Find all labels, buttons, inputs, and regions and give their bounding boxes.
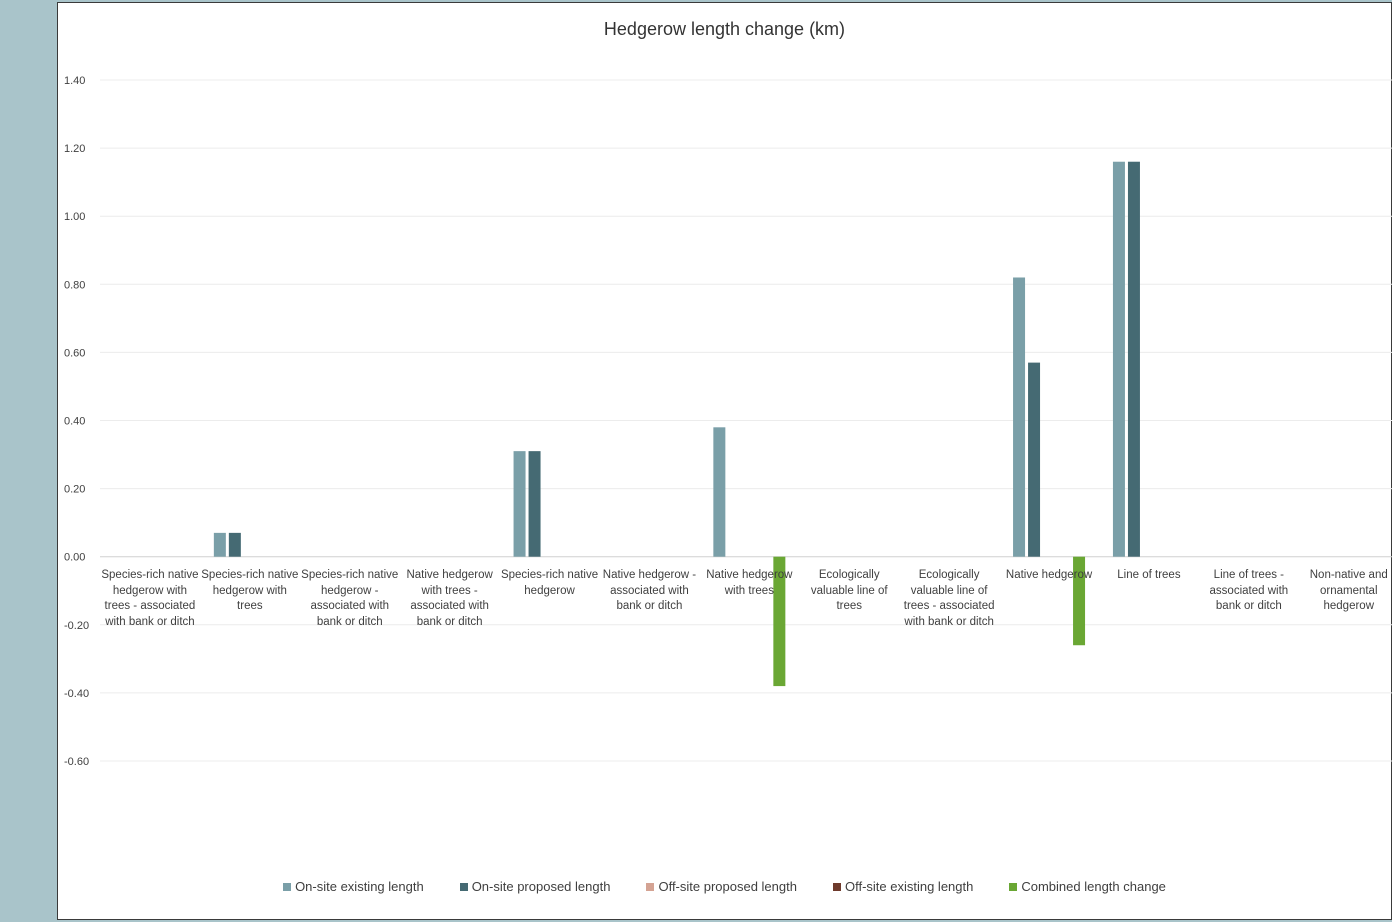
bar-on-site-proposed-length-1: [228, 532, 241, 557]
chart-legend: On-site existing length On-site proposed …: [58, 879, 1391, 894]
bar-combined-length-change-6: [773, 556, 786, 687]
bar-on-site-existing-length-1: [213, 532, 226, 557]
x-tick-label: Ecologically valuable line of trees - as…: [903, 569, 995, 628]
x-tick-label: Native hedgerow: [1005, 569, 1093, 581]
y-tick-label: 0.60: [64, 347, 85, 359]
y-tick-label: -0.60: [64, 756, 89, 768]
legend-swatch: [459, 882, 468, 891]
legend-swatch: [283, 882, 292, 891]
bar-on-site-existing-length-6: [713, 427, 726, 557]
y-tick-label: -0.40: [64, 688, 89, 700]
x-tick-label: Species-rich native hedgerow: [500, 569, 599, 597]
y-tick-label: -0.20: [64, 620, 89, 632]
chart-plot-area: 1.40 1.20 1.00 0.80 0.60 0.40 0.20 0.00 -0.20 -0.…: [64, 75, 1392, 768]
bar-on-site-proposed-length-10: [1127, 161, 1140, 557]
chart-title: Hedgerow length change (km): [603, 19, 846, 39]
legend-item: On-site proposed length: [459, 879, 611, 894]
chart-frame: 1.40 1.20 1.00 0.80 0.60 0.40 0.20 0.00 -0.20 -0.…: [57, 2, 1392, 920]
legend-swatch: [832, 882, 841, 891]
x-tick-label: Native hedgerow with trees - associated …: [406, 569, 493, 628]
legend-label: Off-site proposed length: [658, 879, 797, 894]
bar-combined-length-change-9: [1073, 556, 1086, 646]
x-tick-label: Species-rich native hedgerow - associate…: [301, 569, 399, 628]
legend-label: Combined length change: [1021, 879, 1166, 894]
bar-on-site-proposed-length-9: [1028, 362, 1041, 557]
x-tick-label: Line of trees - associated with bank or …: [1209, 569, 1289, 612]
y-tick-label: 0.00: [64, 552, 85, 564]
x-tick-label: Ecologically valuable line of trees: [810, 569, 888, 612]
y-tick-label: 0.80: [64, 279, 85, 291]
bar-on-site-proposed-length-4: [528, 451, 541, 557]
x-tick-label: Non-native and ornamental hedgerow: [1309, 569, 1388, 612]
x-tick-label: Native hedgerow - associated with bank o…: [602, 569, 697, 612]
legend-swatch: [646, 882, 655, 891]
bar-on-site-existing-length-4: [513, 451, 526, 557]
legend-label: On-site existing length: [295, 879, 424, 894]
y-tick-label: 1.00: [64, 211, 85, 223]
x-tick-label: Species-rich native hedgerow with trees: [201, 569, 299, 612]
legend-swatch: [1009, 882, 1018, 891]
legend-item: Off-site proposed length: [646, 879, 797, 894]
legend-label: On-site proposed length: [471, 879, 611, 894]
legend-item: Off-site existing length: [832, 879, 974, 894]
y-tick-label: 0.20: [64, 484, 85, 496]
x-tick-label: Species-rich native hedgerow with trees …: [101, 569, 199, 628]
bar-on-site-existing-length-9: [1013, 277, 1026, 557]
legend-item: Combined length change: [1009, 879, 1166, 894]
legend-label: Off-site existing length: [844, 879, 974, 894]
y-tick-label: 0.40: [64, 416, 85, 428]
bar-on-site-existing-length-10: [1112, 161, 1125, 557]
y-tick-label: 1.40: [64, 75, 85, 87]
x-tick-label: Native hedgerow with trees: [706, 569, 793, 597]
y-tick-label: 1.20: [64, 143, 85, 155]
legend-item: On-site existing length: [283, 879, 424, 894]
x-tick-label: Line of trees: [1117, 569, 1181, 581]
